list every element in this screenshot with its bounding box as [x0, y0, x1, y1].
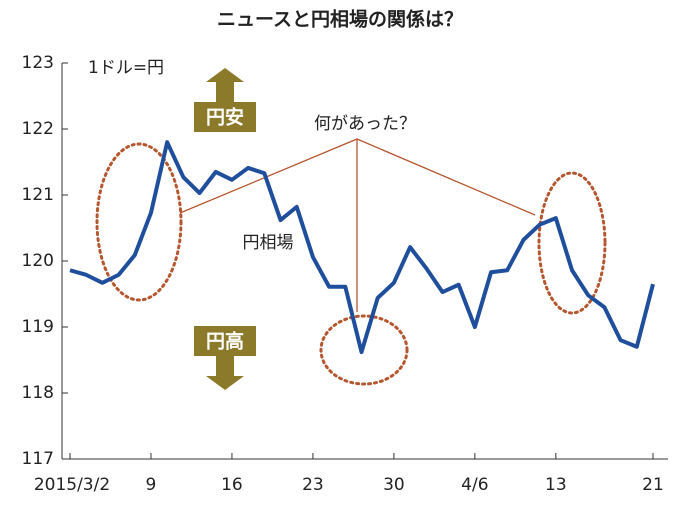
question-label: 何があった？	[314, 114, 416, 134]
y-tick-label: 122	[22, 119, 54, 139]
x-tick-label: 2015/3/2	[34, 475, 110, 495]
up-arrow	[206, 68, 244, 102]
highlight-ellipse	[537, 171, 607, 315]
x-tick-label: 21	[642, 475, 664, 495]
highlight-ellipse	[95, 142, 183, 302]
down-label: 円高	[206, 330, 244, 353]
y-tick-label: 119	[22, 317, 54, 337]
y-tick-label: 123	[22, 53, 54, 73]
up-box	[194, 102, 256, 132]
x-tick-label: 13	[545, 475, 567, 495]
y-tick-label: 120	[22, 251, 54, 271]
x-tick-label: 9	[146, 475, 157, 495]
x-tick-label: 4/6	[461, 475, 488, 495]
chart-title: ニュースと円相場の関係は？	[217, 8, 463, 31]
down-box	[194, 326, 256, 356]
y-tick-label: 117	[22, 449, 54, 469]
y-tick-label: 118	[22, 383, 54, 403]
highlight-ellipse	[319, 314, 409, 386]
down-arrow	[206, 356, 244, 390]
unit-label: 1ドル=円	[88, 58, 164, 78]
line-series	[69, 140, 655, 355]
y-tick-label: 121	[22, 185, 54, 205]
up-label: 円安	[206, 106, 244, 129]
x-tick-label: 16	[221, 475, 243, 495]
x-tick-label: 23	[302, 475, 324, 495]
x-tick-label: 30	[383, 475, 405, 495]
series-label: 円相場	[243, 233, 294, 253]
